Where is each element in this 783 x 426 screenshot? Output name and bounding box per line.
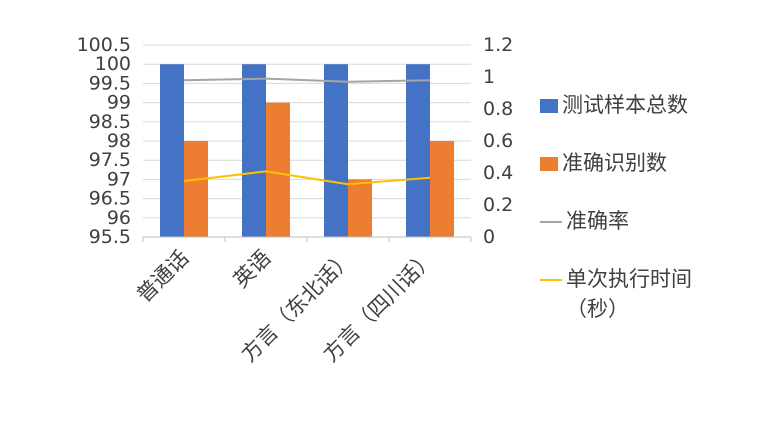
bar [348,179,372,237]
legend-swatch-yellow-line [540,279,562,281]
y-tick-label: 96.5 [89,188,131,210]
y2-tick-label: 0.4 [483,162,513,184]
legend-swatch-gray-line [540,221,562,223]
y-tick-label: 95.5 [89,226,131,248]
bar-series [160,64,454,237]
bar [184,141,208,237]
y-tick-label: 97 [107,168,131,190]
y2-tick-label: 0.8 [483,98,513,120]
y2-tick-label: 0 [483,226,495,248]
legend-item-exec-time: 单次执行时间（秒） [540,264,780,324]
y2-tick-label: 1 [483,66,495,88]
legend-label: 单次执行时间（秒） [566,267,692,321]
legend-label: 准确率 [566,209,629,233]
bar [242,64,266,237]
axes [142,236,472,242]
legend-swatch-blue [540,99,558,113]
y-tick-label: 99.5 [89,72,131,94]
series-line [183,77,431,83]
legend-label: 测试样本总数 [562,93,688,117]
y-tick-label: 100 [95,53,131,75]
line-series [183,77,431,186]
legend: 测试样本总数 准确识别数 准确率 单次执行时间（秒） [540,90,780,324]
legend-swatch-orange [540,157,558,171]
y-tick-label: 97.5 [89,149,131,171]
y2-tick-label: 1.2 [483,34,513,56]
bar [266,102,290,237]
y2-tick-label: 0.6 [483,130,513,152]
bar [430,141,454,237]
series-line [183,170,431,186]
bar [406,64,430,237]
bar [324,64,348,237]
right-axis-tick-labels: 0 0.2 0.4 0.6 0.8 1 1.2 [483,34,513,248]
legend-item-accuracy: 准确率 [540,206,780,236]
legend-item-correct-count: 准确识别数 [540,148,780,178]
category-label: 普通话 [132,246,194,308]
y-tick-label: 99 [107,92,131,114]
y-tick-label: 96 [107,207,131,229]
category-label: 英语 [229,246,276,293]
bar [160,64,184,237]
legend-label: 准确识别数 [562,151,667,175]
y2-tick-label: 0.2 [483,194,513,216]
y-tick-label: 100.5 [77,34,131,56]
y-tick-label: 98 [107,130,131,152]
legend-item-total-samples: 测试样本总数 [540,90,780,120]
y-tick-label: 98.5 [89,111,131,133]
